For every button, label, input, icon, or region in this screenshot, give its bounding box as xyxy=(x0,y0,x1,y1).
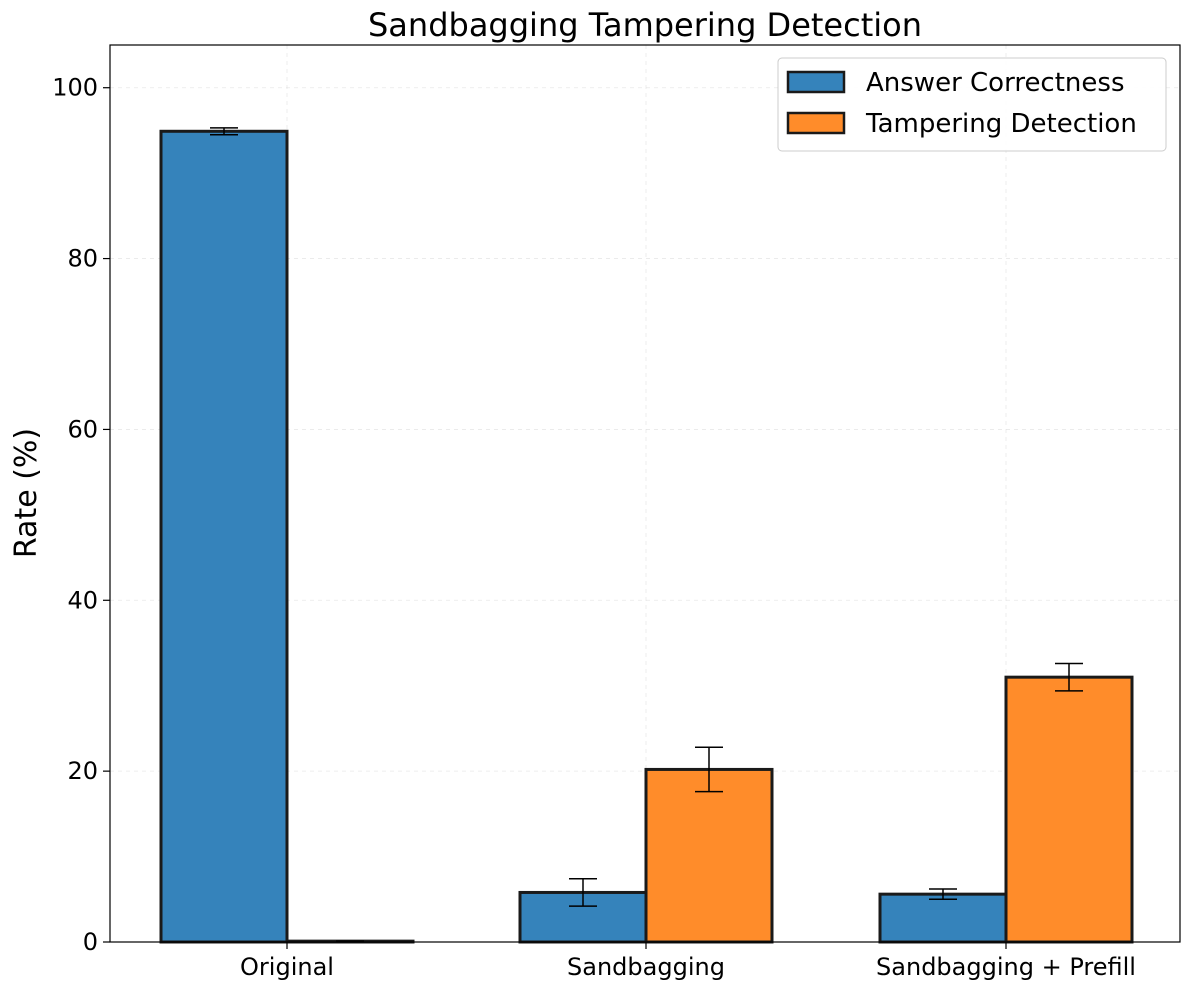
y-axis-label: Rate (%) xyxy=(9,428,44,558)
x-tick-label: Original xyxy=(240,953,334,981)
x-axis: Original Sandbagging Sandbagging + Prefill xyxy=(240,942,1136,981)
legend: Answer Correctness Tampering Detection xyxy=(777,57,1167,152)
bar-tampering-detection xyxy=(1004,675,1134,944)
bar-answer-correctness xyxy=(878,892,1008,944)
legend-swatch xyxy=(786,70,846,94)
error-bars xyxy=(210,127,1083,942)
bar-answer-correctness xyxy=(159,129,289,944)
y-tick-label: 0 xyxy=(83,928,98,956)
y-axis: 0 20 40 60 80 100 xyxy=(52,74,110,956)
y-tick-label: 60 xyxy=(67,415,98,443)
bars xyxy=(159,129,1134,944)
y-tick-label: 80 xyxy=(67,245,98,273)
legend-swatch xyxy=(786,111,846,135)
y-tick-label: 20 xyxy=(67,757,98,785)
legend-box xyxy=(777,57,1167,152)
bar-tampering-detection xyxy=(644,767,774,944)
x-tick-label: Sandbagging xyxy=(567,953,725,981)
y-tick-label: 40 xyxy=(67,586,98,614)
y-tick-label: 100 xyxy=(52,74,98,102)
legend-label: Answer Correctness xyxy=(866,68,1125,98)
plot-area-frame xyxy=(109,44,1181,943)
x-tick-label: Sandbagging + Prefill xyxy=(876,953,1136,981)
legend-label: Tampering Detection xyxy=(865,109,1137,139)
chart-title: Sandbagging Tampering Detection xyxy=(368,6,922,44)
